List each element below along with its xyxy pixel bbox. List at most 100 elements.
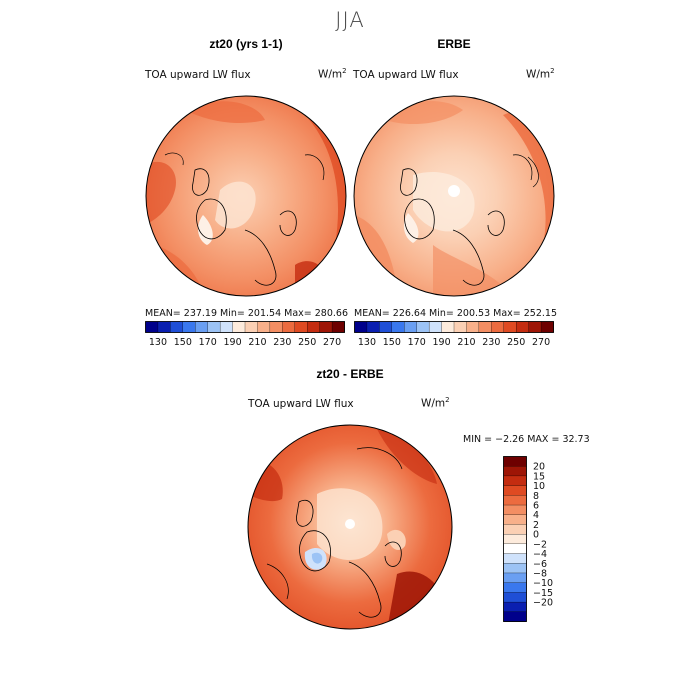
right-units-exp: 2 — [550, 67, 555, 75]
right-colorbar-tick-label: 130 — [358, 337, 376, 348]
right-colorbar-tick-label: 270 — [532, 337, 550, 348]
page-title: JJA — [335, 8, 365, 32]
right-colorbar-swatch-13 — [516, 321, 530, 333]
right-colorbar-swatch-12 — [503, 321, 517, 333]
bottom-polar-map — [247, 424, 453, 630]
left-polar-map — [145, 95, 347, 297]
diff-colorbar-swatch-13 — [503, 582, 527, 593]
left-colorbar-swatch-3 — [182, 321, 196, 333]
bottom-stats: MIN = −2.26 MAX = 32.73 — [463, 434, 590, 445]
diff-colorbar-swatch-10 — [503, 553, 527, 564]
left-colorbar-swatch-14 — [319, 321, 333, 333]
diff-colorbar-tick-label: −15 — [533, 588, 553, 599]
diff-colorbar-tick-label: −4 — [533, 549, 547, 560]
right-colorbar-tick-label: 210 — [457, 337, 475, 348]
left-colorbar-swatch-15 — [331, 321, 345, 333]
left-variable-label: TOA upward LW flux — [145, 69, 251, 81]
diff-colorbar-tick-label: 20 — [533, 462, 545, 473]
left-colorbar-swatch-6 — [219, 321, 234, 333]
left-colorbar-tick-label: 210 — [248, 337, 266, 348]
left-colorbar-swatch-7 — [232, 321, 246, 333]
left-units-exp: 2 — [342, 67, 347, 75]
diff-colorbar-swatch-0 — [503, 456, 527, 467]
left-colorbar-tick-label: 230 — [273, 337, 291, 348]
bottom-units-exp: 2 — [445, 396, 450, 404]
diff-colorbar-tick-label: 4 — [533, 510, 539, 521]
left-colorbar-swatch-8 — [244, 321, 258, 333]
left-colorbar: 130 150 170 190 210 230 250 270 — [145, 321, 345, 348]
diff-colorbar-tick-label: −2 — [533, 539, 547, 550]
diff-colorbar-tick-label: 0 — [533, 530, 539, 541]
diff-colorbar-swatch-9 — [503, 543, 527, 555]
diff-colorbar-swatch-15 — [503, 601, 527, 613]
right-stats: MEAN= 226.64 Min= 200.53 Max= 252.15 — [354, 308, 558, 319]
bottom-units-base: W/m — [421, 397, 446, 410]
left-colorbar-swatch-4 — [195, 321, 209, 333]
left-stats: MEAN= 237.19 Min= 201.54 Max= 280.66 — [145, 308, 349, 319]
diff-colorbar-tick-label: −8 — [533, 568, 547, 579]
left-colorbar-swatch-10 — [269, 321, 283, 333]
left-panel-title: zt20 (yrs 1-1) — [209, 37, 283, 51]
diff-colorbar-swatch-11 — [503, 563, 527, 574]
diff-colorbar-swatch-14 — [503, 592, 527, 603]
right-colorbar-swatch-9 — [466, 321, 480, 333]
diff-colorbar-swatch-16 — [503, 611, 527, 622]
left-colorbar-tick-label: 150 — [174, 337, 192, 348]
diff-colorbar-swatch-2 — [503, 475, 527, 487]
left-colorbar-swatch-0 — [145, 321, 159, 333]
left-units-label: W/m2 — [318, 67, 347, 81]
bottom-panel-title: zt20 - ERBE — [316, 367, 384, 381]
right-units-label: W/m2 — [526, 67, 555, 81]
right-polar-map — [353, 95, 555, 297]
right-colorbar-swatch-11 — [491, 321, 505, 333]
diff-colorbar-tick-label: 15 — [533, 471, 545, 482]
left-colorbar-tick-label: 130 — [149, 337, 167, 348]
right-colorbar: 130 150 170 190 210 230 250 270 — [354, 321, 554, 348]
diff-colorbar-tick-label: 2 — [533, 520, 539, 531]
left-units-base: W/m — [318, 68, 343, 81]
left-colorbar-swatch-13 — [307, 321, 321, 333]
right-colorbar-swatch-10 — [478, 321, 492, 333]
left-colorbar-tick-label: 250 — [298, 337, 316, 348]
right-colorbar-tick-label: 250 — [507, 337, 525, 348]
diff-colorbar-tick-label: 8 — [533, 491, 539, 502]
diff-colorbar-swatch-8 — [503, 533, 527, 545]
right-colorbar-swatch-1 — [366, 321, 380, 333]
diff-colorbar-swatch-6 — [503, 514, 527, 525]
right-units-base: W/m — [526, 68, 551, 81]
right-panel-title: ERBE — [437, 37, 471, 51]
diff-colorbar-swatch-12 — [503, 572, 527, 584]
right-colorbar-tick-label: 190 — [432, 337, 450, 348]
right-colorbar-swatch-6 — [428, 321, 443, 333]
diff-colorbar-tick-label: −6 — [533, 559, 547, 570]
left-colorbar-swatch-12 — [294, 321, 308, 333]
left-colorbar-swatch-9 — [257, 321, 271, 333]
right-variable-label: TOA upward LW flux — [353, 69, 459, 81]
right-colorbar-tick-label: 230 — [482, 337, 500, 348]
left-colorbar-swatch-11 — [282, 321, 296, 333]
right-colorbar-tick-label: 170 — [408, 337, 426, 348]
right-colorbar-swatch-4 — [404, 321, 418, 333]
right-colorbar-swatch-7 — [441, 321, 455, 333]
right-colorbar-swatch-14 — [528, 321, 542, 333]
diff-colorbar-tick-label: 10 — [533, 481, 545, 492]
right-colorbar-swatch-5 — [416, 321, 430, 333]
diff-colorbar-swatch-1 — [503, 466, 527, 477]
diff-colorbar-tick-label: −20 — [533, 598, 553, 609]
left-colorbar-swatch-2 — [170, 321, 184, 333]
right-colorbar-swatch-2 — [379, 321, 393, 333]
left-colorbar-tick-label: 170 — [199, 337, 217, 348]
left-colorbar-swatch-1 — [157, 321, 171, 333]
diff-colorbar-swatch-5 — [503, 504, 527, 516]
left-colorbar-tick-label: 190 — [223, 337, 241, 348]
left-colorbar-swatch-5 — [207, 321, 221, 333]
bottom-variable-label: TOA upward LW flux — [248, 398, 354, 410]
right-colorbar-swatch-15 — [540, 321, 554, 333]
bottom-units-label: W/m2 — [421, 396, 450, 410]
right-colorbar-swatch-3 — [391, 321, 405, 333]
diff-colorbar-tick-label: −10 — [533, 578, 553, 589]
diff-colorbar-tick-label: 6 — [533, 501, 539, 512]
diff-colorbar-swatch-3 — [503, 485, 527, 496]
diff-colorbar-swatch-7 — [503, 524, 527, 535]
